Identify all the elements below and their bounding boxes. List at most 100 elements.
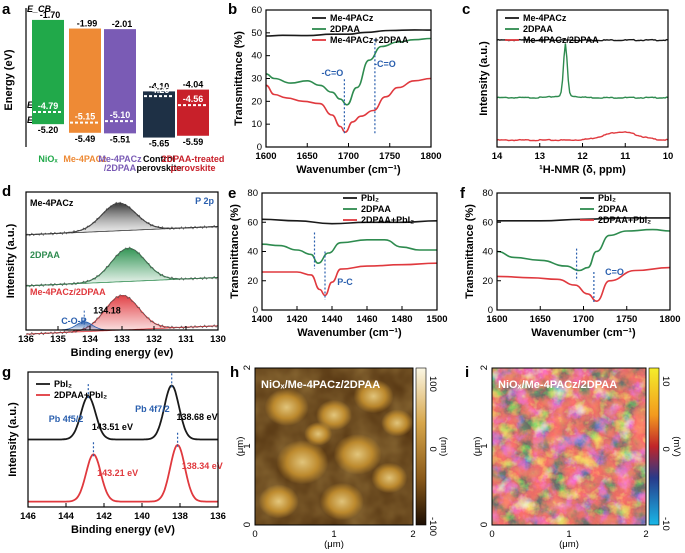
panel-b: 1600 1650 1700 1750 1800 0 10 20 30 40 50 60 Wavenum…	[233, 5, 442, 176]
x-c-label: 13	[534, 151, 545, 162]
x-f-label: 1750	[616, 314, 637, 325]
peak-fill-d-2	[26, 295, 218, 335]
y-title-b: Transmittance (%)	[233, 31, 245, 126]
colorbar-i	[648, 367, 660, 526]
category-label-1: Me-4PACz	[63, 154, 107, 164]
series-b-2	[265, 77, 432, 134]
x-title-b: Wavenumber (cm⁻¹)	[296, 164, 401, 176]
ef-value-4: -4.56	[183, 94, 204, 104]
panel-e: 1400 1420 1440 1460 1480 1500 0 20 40 60 80 Wavenum…	[229, 188, 448, 339]
map-title-i: NiOₓ/Me-4PACz/2DPAA	[498, 379, 617, 391]
category-label-2: /2DPAA	[104, 163, 137, 173]
d-series-label-2: Me-4PACz/2DPAA	[30, 287, 106, 297]
cb-value-0: -1.70	[40, 10, 61, 20]
map-frame-h	[254, 367, 414, 526]
carbonyl-label-0: -C=O	[321, 68, 343, 78]
y-e-label: 80	[247, 188, 258, 199]
carbonyl-label-1: -C=O	[374, 59, 396, 69]
legend-f-entry: PbI₂	[598, 193, 616, 203]
y-title-e: Transmittance (%)	[229, 204, 241, 299]
y-b-label: 40	[251, 51, 262, 62]
legend-e-entry: PbI₂	[361, 193, 379, 203]
category-label-3: Control	[143, 154, 175, 164]
map-x-label-i: 1	[566, 529, 571, 540]
cop-label: C-O-P	[61, 316, 86, 326]
peak-fill-d-0	[26, 203, 218, 235]
x-c-label: 12	[577, 151, 588, 162]
colorbar-tick-i: 10	[660, 376, 671, 387]
colorbar-tick-i: 0	[660, 447, 671, 452]
legend-c-entry: 2DPAA	[523, 24, 553, 34]
x-e-label: 1440	[321, 314, 342, 325]
afm-grain-4	[333, 433, 382, 475]
x-d-label: 130	[210, 334, 226, 345]
y-b-label: 30	[251, 74, 262, 85]
panel-letter-h: h	[230, 364, 239, 381]
y-e-label: 40	[247, 247, 258, 258]
panel-letter-d: d	[2, 183, 11, 200]
map-frame-i	[491, 367, 647, 526]
raw-data-d-0	[25, 201, 219, 237]
map-title-h: NiOₓ/Me-4PACz/2DPAA	[261, 379, 380, 391]
x-b-label: 1700	[338, 151, 359, 162]
x-e-label: 1400	[251, 314, 272, 325]
panel-letter-b: b	[228, 1, 237, 18]
pb72-shift-value: 138.34 eV	[182, 461, 223, 471]
energy-bar-4	[177, 89, 209, 136]
vb-value-4: -5.59	[183, 137, 204, 147]
afm-grain-3	[276, 440, 329, 485]
pb72-value: 138.68 eV	[177, 412, 218, 422]
panel-letter-f: f	[460, 185, 466, 202]
cop-component	[61, 321, 110, 331]
p2p-label: P 2p	[195, 196, 214, 206]
map-x-label-h: 0	[252, 529, 257, 540]
vb-value-1: -5.49	[75, 134, 96, 144]
x-f-label: 1650	[530, 314, 551, 325]
ef-value-2: -5.10	[110, 110, 131, 120]
x-b-label: 1800	[420, 151, 441, 162]
map-texture-i	[492, 368, 646, 525]
afm-grain-7	[319, 482, 364, 521]
category-label-2: Me-4PACz	[98, 154, 142, 164]
x-c-label: 11	[620, 151, 631, 162]
panel-c: 14 13 12 11 10 ¹H-NMR (δ, ppm) Intensity (a.u.…	[478, 9, 674, 176]
series-e-2	[262, 262, 438, 297]
ef-value-0: -4.79	[38, 101, 59, 111]
panel-i: NiOₓ/Me-4PACz/2DPAA 0 1 2 0 1 2 (μm) (μm) 10 0 -10 (…	[472, 365, 682, 550]
energy-axis-title: Energy (eV)	[3, 49, 15, 110]
y-title-c: Intensity (a.u.)	[478, 41, 490, 116]
pb52-shift-value: 143.21 eV	[97, 468, 138, 478]
plot-frame	[261, 192, 438, 311]
pb52-value: 143.51 eV	[92, 422, 133, 432]
panel-letter-a: a	[2, 1, 11, 18]
afm-grain-0	[264, 388, 309, 426]
colorbar-tick-i: -10	[660, 517, 671, 531]
legend-c-entry: Me-4PACz	[523, 13, 567, 23]
raw-data-d-1	[25, 246, 219, 288]
colorbar-tick-h: -100	[427, 517, 438, 536]
x-d-label: 133	[114, 334, 130, 345]
legend-g-entry: PbI₂	[54, 379, 72, 389]
x-g-label: 146	[20, 511, 36, 522]
panel-letter-i: i	[465, 364, 469, 381]
x-f-label: 1700	[573, 314, 594, 325]
legend-b-entry: Me-4PACz	[330, 13, 374, 23]
x-d-label: 135	[50, 334, 67, 345]
y-e-label: 20	[247, 276, 258, 287]
d-series-label-0: Me-4PACz	[30, 198, 74, 208]
x-e-label: 1500	[426, 314, 447, 325]
ef-value-1: -5.15	[75, 112, 96, 122]
x-b-label: 1750	[379, 151, 400, 162]
x-title-e: Wavenumber (cm⁻¹)	[297, 327, 402, 339]
x-c-label: 10	[663, 151, 674, 162]
x-d-label: 131	[178, 334, 195, 345]
x-g-label: 136	[210, 511, 226, 522]
map-y-label-h: 2	[242, 365, 253, 370]
map-y-label-h: 1	[242, 444, 253, 449]
panel-f: 1600 1650 1700 1750 1800 0 20 40 60 80 Wavenumber …	[464, 188, 681, 339]
map-y-unit-h: (μm)	[235, 437, 246, 457]
x-g-label: 142	[96, 511, 112, 522]
x-b-label: 1650	[297, 151, 318, 162]
panel-letter-g: g	[2, 364, 11, 381]
x-title-d: Binding energy (ev)	[71, 347, 174, 359]
